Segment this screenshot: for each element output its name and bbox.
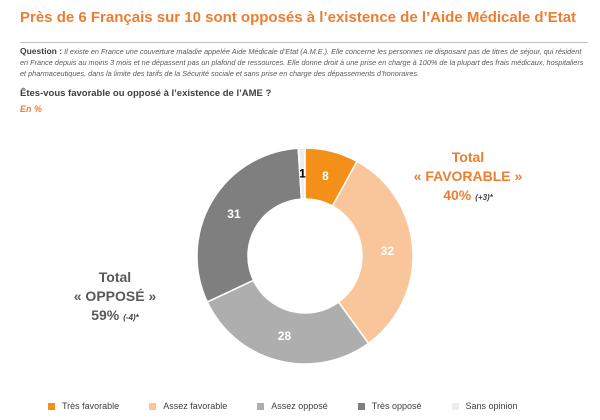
question-text: Il existe en France une couverture malad…	[20, 47, 584, 78]
total-favorable-value: 40%	[443, 187, 472, 203]
legend-item-4: Sans opinion	[451, 401, 518, 411]
donut-slice-1	[331, 160, 414, 345]
legend-label-1: Assez favorable	[163, 401, 228, 411]
total-favorable-line1: Total	[451, 149, 485, 165]
slice-value-label-0: 8	[322, 169, 329, 183]
legend-label-4: Sans opinion	[465, 401, 518, 411]
survey-question: Êtes-vous favorable ou opposé à l’existe…	[20, 88, 272, 99]
title-divider	[20, 42, 588, 43]
total-favorable-change: (+3)*	[475, 193, 493, 202]
total-favorable-line2: « FAVORABLE »	[413, 168, 523, 184]
legend-swatch-3	[357, 402, 365, 410]
chart-legend: Très favorable Assez favorable Assez oppos…	[48, 399, 588, 413]
legend-swatch-2	[257, 402, 265, 410]
total-oppose-line2: « OPPOSÉ »	[73, 288, 157, 304]
legend-label-2: Assez opposé	[271, 401, 328, 411]
page-title: Près de 6 Français sur 10 sont opposés à…	[20, 9, 577, 26]
total-oppose-value: 59%	[91, 307, 120, 323]
unit-label: En %	[20, 104, 43, 114]
total-oppose-change: (-4)*	[123, 313, 139, 322]
slice-value-label-3: 31	[227, 207, 241, 221]
donut-slice-2	[206, 279, 370, 365]
legend-swatch-0	[48, 402, 55, 410]
legend-label-3: Très opposé	[371, 401, 422, 411]
question-label: Question :	[20, 46, 63, 56]
legend-swatch-4	[451, 402, 459, 410]
legend-swatch-1	[149, 402, 157, 410]
total-favorable: Total « FAVORABLE » 40% (+3)*	[408, 148, 528, 207]
legend-item-1: Assez favorable	[149, 401, 227, 411]
donut-slice-3	[196, 147, 303, 303]
legend-item-3: Très opposé	[357, 401, 422, 411]
question-block: Question : Il existe en France une couve…	[20, 46, 588, 79]
legend-label-0: Très favorable	[62, 401, 120, 411]
total-oppose-line1: Total	[98, 269, 132, 285]
slice-value-label-2: 28	[278, 329, 292, 343]
slice-value-label-4: 1	[299, 167, 306, 181]
donut-slice-4	[297, 147, 306, 200]
legend-item-2: Assez opposé	[257, 401, 328, 411]
legend-item-0: Très favorable	[48, 401, 119, 411]
slice-value-label-1: 32	[381, 244, 395, 258]
total-oppose: Total « OPPOSÉ » 59% (-4)*	[60, 268, 170, 327]
